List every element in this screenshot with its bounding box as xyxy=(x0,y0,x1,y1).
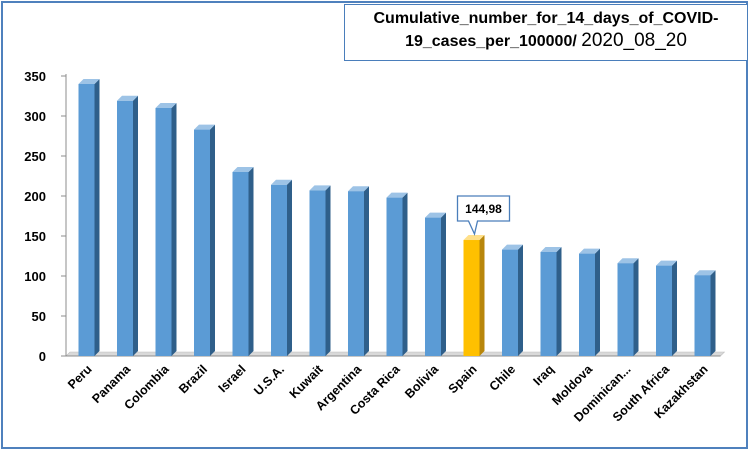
bar-front xyxy=(386,197,403,356)
bar-front xyxy=(656,265,672,356)
bar-argentina xyxy=(348,186,369,356)
bar-front xyxy=(78,84,95,356)
bar-top xyxy=(194,124,215,130)
chart-title-line2-text: 19_cases_per_100000/ xyxy=(405,33,582,50)
bar-brazil xyxy=(194,124,215,356)
bar-top xyxy=(386,192,408,198)
bar-top xyxy=(463,235,485,241)
bar-side xyxy=(672,260,677,356)
bar-front xyxy=(540,252,557,356)
bar-kazakhstan xyxy=(694,270,716,356)
bar-side xyxy=(210,124,215,356)
bar-colombia xyxy=(155,103,177,356)
bar-side xyxy=(364,186,369,356)
bar-top xyxy=(502,244,523,250)
bar-top xyxy=(579,248,600,254)
chart-title-line2: 19_cases_per_100000/ 2020_08_20 xyxy=(345,28,747,55)
bar-top xyxy=(694,270,716,276)
bar-side xyxy=(248,167,254,356)
y-tick-label: 0 xyxy=(39,349,46,364)
y-tick-label: 200 xyxy=(24,189,46,204)
bar-side xyxy=(402,192,408,356)
bar-costa-rica xyxy=(386,192,408,356)
bar-side xyxy=(441,212,446,356)
bar-top xyxy=(155,103,177,108)
bar-top xyxy=(117,95,138,101)
bar-side xyxy=(518,244,523,356)
bar-front xyxy=(155,108,172,356)
bar-u-s-a xyxy=(271,179,292,356)
bar-dominican xyxy=(617,258,639,356)
bar-side xyxy=(556,247,562,356)
data-label-box xyxy=(456,195,511,237)
bar-panama xyxy=(117,95,138,357)
bar-south-africa xyxy=(656,260,677,356)
y-tick-label: 100 xyxy=(24,269,46,284)
bar-side xyxy=(710,270,716,356)
bar-chile xyxy=(502,244,523,356)
bar-kuwait xyxy=(309,185,331,356)
bar-front xyxy=(463,240,480,356)
bar-top xyxy=(617,258,639,264)
bar-iraq xyxy=(540,247,562,356)
bar-top xyxy=(540,247,562,252)
bar-front xyxy=(117,100,133,356)
bar-top xyxy=(348,186,369,192)
bar-side xyxy=(171,103,177,356)
bar-side xyxy=(595,248,600,356)
x-tick-label: U.S.A. xyxy=(251,362,287,398)
bar-moldova xyxy=(579,248,600,356)
bar-bolivia xyxy=(425,212,446,356)
bar-front xyxy=(579,253,595,356)
y-tick-label: 150 xyxy=(24,229,46,244)
y-tick-label: 300 xyxy=(24,109,46,124)
x-tick-label: Brazil xyxy=(176,362,210,396)
x-tick-label: Peru xyxy=(65,362,95,392)
bar-front xyxy=(425,217,441,356)
bar-side xyxy=(325,185,331,356)
bar-front xyxy=(194,129,210,356)
x-tick-label: Chile xyxy=(487,362,519,394)
chart-title-line1: Cumulative_number_for_14_days_of_COVID- xyxy=(373,10,719,27)
y-tick-label: 250 xyxy=(24,149,46,164)
data-label-value: 144,98 xyxy=(465,202,502,216)
bar-top xyxy=(271,179,292,185)
bar-top xyxy=(232,167,254,172)
bar-peru xyxy=(78,79,100,356)
y-tick-label: 350 xyxy=(24,69,46,84)
bar-top xyxy=(78,79,100,84)
bar-side xyxy=(479,235,485,356)
bar-front xyxy=(348,191,364,356)
bar-side xyxy=(287,179,292,356)
bar-front xyxy=(309,190,326,356)
bar-side xyxy=(133,95,138,357)
bar-spain xyxy=(463,235,485,356)
bar-top xyxy=(309,185,331,191)
data-label-callout: 144,98 xyxy=(456,195,511,237)
bar-side xyxy=(94,79,100,356)
chart-title-date: 2020_08_20 xyxy=(581,30,687,51)
y-tick-label: 50 xyxy=(32,309,46,324)
bar-front xyxy=(271,184,287,356)
bar-israel xyxy=(232,167,254,356)
chart-title: Cumulative_number_for_14_days_of_COVID- … xyxy=(344,4,748,61)
x-tick-label: Iraq xyxy=(531,362,557,388)
bar-front xyxy=(617,263,634,356)
bar-top xyxy=(656,260,677,266)
bar-front xyxy=(502,249,518,356)
x-tick-label: Bolivia xyxy=(402,361,442,401)
x-tick-label: Spain xyxy=(446,362,480,396)
bar-top xyxy=(425,212,446,218)
bar-front xyxy=(694,275,711,356)
x-tick-label: Israel xyxy=(216,362,249,395)
bar-side xyxy=(633,258,639,356)
bar-front xyxy=(232,172,249,356)
